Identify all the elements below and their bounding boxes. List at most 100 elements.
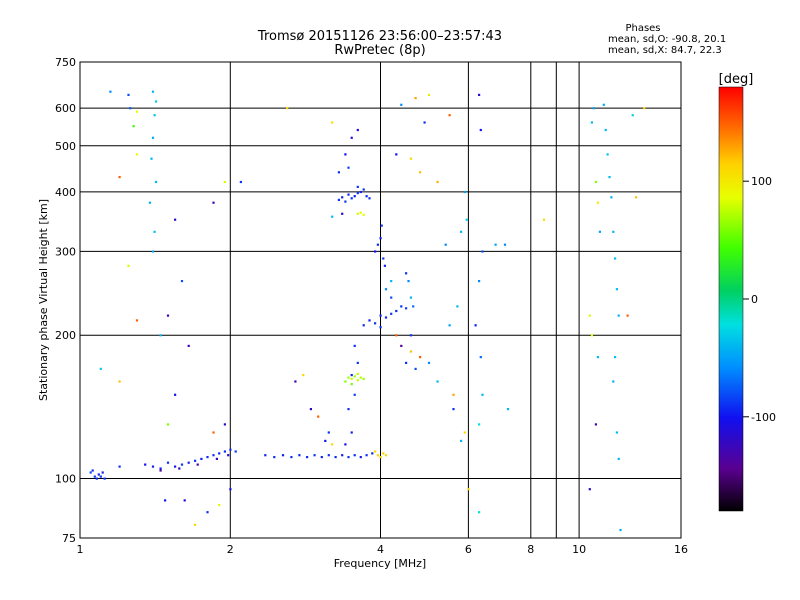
colorbar-ticks: 100 0 -100 — [743, 175, 776, 424]
data-point — [615, 431, 618, 434]
data-point — [344, 153, 347, 156]
data-point — [608, 176, 611, 179]
data-point — [362, 188, 365, 191]
data-point — [359, 456, 362, 459]
data-point — [196, 463, 199, 466]
data-point — [448, 114, 451, 117]
data-point — [395, 153, 398, 156]
data-point — [379, 326, 382, 329]
colorbar-label: [deg] — [719, 72, 754, 87]
data-point — [91, 469, 94, 472]
data-point — [118, 380, 121, 383]
data-point — [409, 157, 412, 160]
data-point — [93, 475, 96, 478]
data-point — [99, 367, 102, 370]
data-point — [229, 448, 232, 451]
y-tick-label: 400 — [55, 186, 76, 199]
data-point — [337, 198, 340, 201]
data-point — [390, 296, 393, 299]
data-point — [384, 454, 388, 457]
data-point — [612, 230, 615, 233]
data-point — [229, 488, 232, 491]
data-point — [606, 153, 609, 156]
data-point — [127, 264, 130, 267]
data-point — [353, 454, 356, 457]
data-point — [212, 201, 215, 204]
data-point — [155, 100, 158, 103]
data-point — [419, 171, 422, 174]
data-point — [478, 93, 481, 96]
data-point — [148, 201, 151, 204]
data-point — [174, 218, 177, 221]
data-point — [341, 454, 344, 457]
data-point — [610, 196, 613, 199]
data-point — [427, 93, 431, 96]
x-tick-label: 16 — [674, 543, 688, 556]
data-point — [382, 452, 385, 455]
data-point — [153, 230, 156, 233]
data-point — [619, 528, 622, 532]
data-point — [419, 356, 422, 359]
data-point — [353, 393, 356, 396]
data-point — [132, 125, 135, 128]
data-point — [384, 288, 388, 291]
data-point — [359, 190, 362, 194]
data-point — [436, 180, 439, 184]
data-point — [151, 465, 155, 468]
data-point — [362, 377, 365, 380]
data-point — [135, 110, 139, 113]
data-point — [604, 128, 607, 132]
data-point — [460, 230, 463, 233]
data-point — [135, 153, 139, 156]
data-point — [212, 431, 215, 434]
x-tick-labels: 1 2 4 6 8 10 16 — [77, 543, 689, 556]
data-point — [347, 193, 350, 196]
data-point — [353, 195, 356, 198]
data-point — [390, 280, 393, 283]
data-point — [324, 439, 327, 442]
chart-subtitle: RwPretec (8p) — [334, 43, 425, 58]
data-point — [379, 314, 382, 317]
data-point — [187, 344, 190, 347]
data-point — [89, 471, 92, 474]
legend-line-o: mean, sd,O: -90.8, 20.1 — [608, 34, 726, 45]
data-point — [164, 499, 167, 502]
data-point — [479, 356, 482, 359]
data-point — [596, 201, 599, 204]
data-point — [309, 408, 312, 411]
x-tick-label: 6 — [465, 543, 472, 556]
data-point — [365, 195, 368, 198]
data-point — [474, 324, 477, 327]
x-tick-label: 8 — [527, 543, 534, 556]
colorbar-tick-label: 0 — [751, 293, 758, 306]
data-point — [479, 128, 482, 132]
data-point — [350, 136, 353, 139]
y-tick-labels: 75 100 200 300 400 500 600 750 — [55, 56, 76, 545]
data-point — [298, 454, 301, 457]
data-point — [414, 367, 417, 370]
data-point — [407, 280, 410, 283]
data-point — [356, 212, 359, 215]
data-point — [463, 190, 466, 194]
data-point — [353, 375, 356, 378]
colorbar-tick-label: 100 — [751, 175, 772, 188]
data-point — [129, 107, 132, 110]
data-point — [478, 423, 481, 426]
data-point — [588, 488, 591, 491]
data-point — [356, 192, 359, 195]
data-point — [382, 257, 385, 260]
data-point — [151, 90, 155, 93]
data-point — [344, 380, 347, 383]
data-point — [379, 456, 382, 459]
data-point — [478, 280, 481, 283]
data-point — [350, 374, 353, 377]
data-point — [400, 103, 403, 106]
data-point — [101, 471, 104, 474]
data-point — [174, 465, 177, 468]
data-point — [344, 443, 347, 446]
data-point — [400, 305, 403, 308]
data-point — [594, 180, 597, 184]
data-point — [590, 121, 593, 124]
data-point — [356, 379, 359, 382]
